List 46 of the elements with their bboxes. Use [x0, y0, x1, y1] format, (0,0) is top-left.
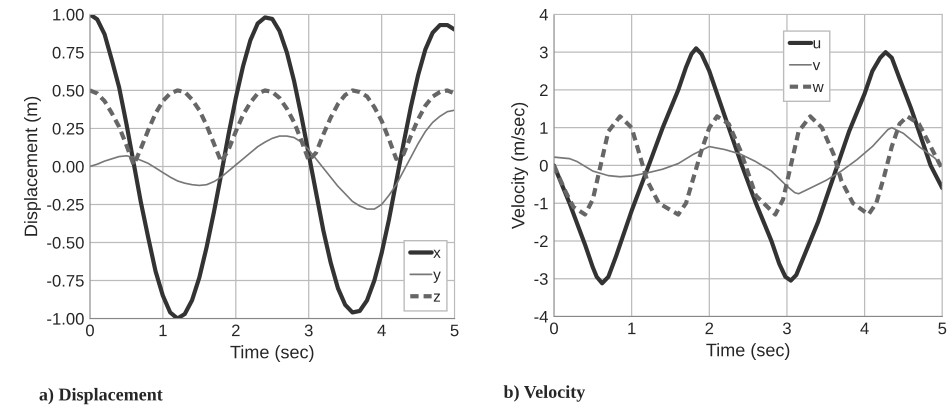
line-series — [554, 114, 942, 217]
x-tick-label: 5 — [450, 324, 458, 336]
y-tick-label: 1.00 — [53, 8, 84, 21]
legend-label: z — [434, 294, 440, 302]
y-tick-label: 3 — [540, 46, 548, 58]
text: b) Velocity — [504, 385, 586, 402]
y-tick-label: 2 — [540, 84, 548, 96]
x-tick-label: 3 — [304, 324, 313, 336]
y-tick-label: -3 — [534, 273, 548, 285]
x-tick-label: 4 — [377, 324, 386, 336]
x-axis-title: Time (sec) — [230, 345, 314, 362]
y-axis-title: Displacement (m) — [24, 96, 41, 236]
text: a) Displacement — [40, 388, 163, 404]
y-tick-label: -1 — [534, 198, 548, 210]
y-axis-title: Velocity (m/sec) — [511, 102, 528, 230]
y-tick-label: 0.00 — [52, 160, 84, 173]
x-tick-label: 0 — [86, 324, 94, 336]
y-tick-label: -0.50 — [47, 236, 84, 249]
legend-label: v — [812, 62, 820, 70]
legend-label: u — [814, 40, 820, 48]
x-tick-label: 3 — [782, 322, 791, 334]
legend-label: w — [812, 84, 824, 92]
legend-label: y — [433, 272, 441, 283]
x-axis-title: Time (sec) — [706, 343, 790, 360]
x-tick-label: 1 — [628, 322, 636, 334]
y-tick-label: 0.50 — [52, 84, 84, 97]
y-tick-label: -0.75 — [47, 274, 84, 287]
x-tick-label: 1 — [160, 324, 167, 336]
x-tick-label: 2 — [232, 324, 240, 336]
y-tick-label: 0.75 — [52, 46, 84, 59]
x-tick-label: 5 — [938, 322, 946, 334]
y-tick-label: -0.25 — [47, 198, 84, 211]
x-tick-label: 0 — [550, 322, 558, 334]
y-tick-label: 0 — [540, 160, 548, 172]
legend-label: x — [433, 250, 441, 258]
y-tick-label: 0.25 — [52, 122, 84, 135]
y-tick-label: -4 — [534, 311, 548, 323]
y-tick-label: -2 — [534, 235, 548, 247]
line-series — [90, 109, 455, 210]
y-tick-label: -1.00 — [47, 312, 84, 325]
x-tick-label: 2 — [706, 322, 714, 334]
x-tick-label: 4 — [860, 322, 869, 334]
line-series — [90, 14, 455, 319]
y-tick-label: 1 — [540, 122, 548, 134]
y-tick-label: 4 — [540, 8, 548, 20]
line-series — [90, 88, 455, 168]
